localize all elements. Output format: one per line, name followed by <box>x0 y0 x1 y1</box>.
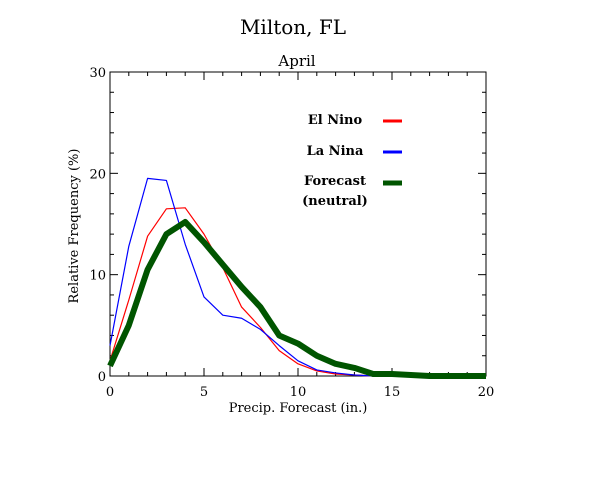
legend-label: Forecast (neutral) <box>302 174 368 209</box>
y-axis-label: Relative Frequency (%) <box>67 149 82 304</box>
y-tick-label: 20 <box>89 167 106 182</box>
y-tick-label: 0 <box>98 370 106 385</box>
plot-frame <box>109 71 487 377</box>
legend-label: La Nina <box>307 144 364 159</box>
tick-labels: 0 5 10 15 20 0 10 20 30 <box>89 66 494 400</box>
x-tick-label: 20 <box>478 385 495 400</box>
x-axis-label: Precip. Forecast (in.) <box>229 401 368 416</box>
chart-title: Milton, FL <box>240 15 346 39</box>
chart-subtitle: April <box>277 52 315 70</box>
axis-ticks <box>109 71 487 377</box>
y-tick-label: 30 <box>89 66 106 81</box>
x-tick-label: 15 <box>384 385 401 400</box>
forecast-line <box>107 218 486 379</box>
y-tick-label: 10 <box>89 269 106 284</box>
legend-label: El Nino <box>308 113 363 128</box>
x-tick-label: 10 <box>290 385 307 400</box>
series-lines <box>107 177 486 379</box>
legend: El Nino La Nina Forecast (neutral) <box>302 113 402 209</box>
x-tick-label: 5 <box>200 385 208 400</box>
plot-border <box>109 71 487 377</box>
x-tick-label: 0 <box>106 385 114 400</box>
